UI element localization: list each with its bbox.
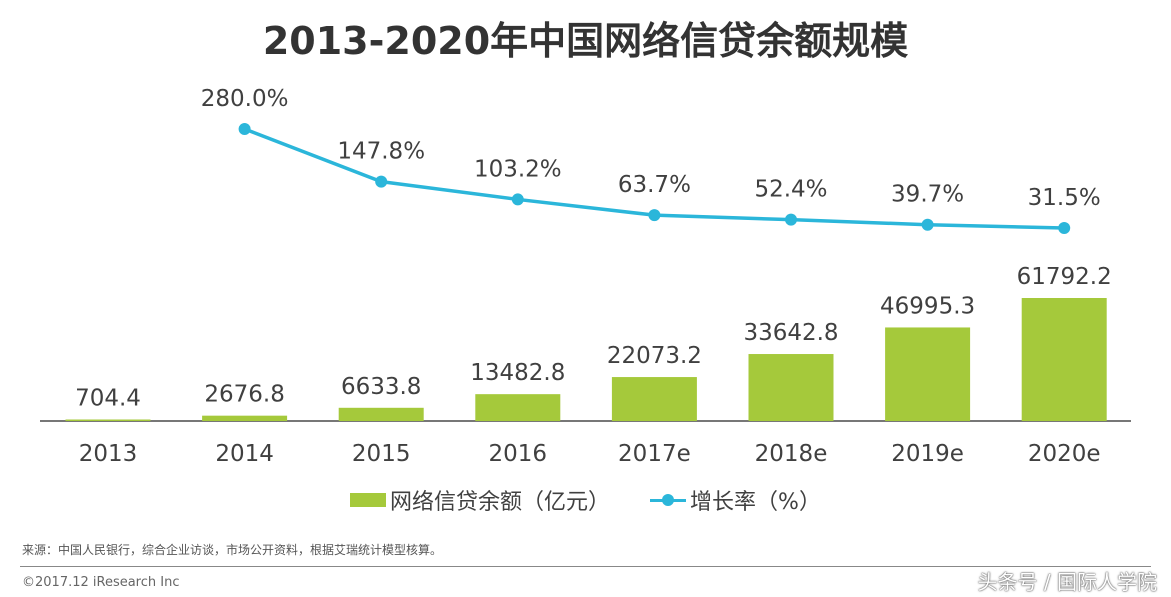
- bar: [338, 407, 424, 421]
- legend-swatch-bar: [350, 493, 387, 507]
- legend: 网络信贷余额（亿元） 增长率（%）: [0, 484, 1171, 516]
- bar: [611, 377, 697, 421]
- x-tick-label: 2017e: [618, 441, 691, 467]
- line-data-label: 39.7%: [891, 182, 964, 208]
- x-tick-label: 2014: [215, 441, 274, 467]
- x-tick-label: 2013: [79, 441, 138, 467]
- legend-label-line: 增长率（%）: [690, 490, 821, 515]
- bar: [475, 394, 561, 421]
- source-note: 来源：中国人民银行，综合企业访谈，市场公开资料，根据艾瑞统计模型核算。: [22, 543, 443, 557]
- legend-label-bar: 网络信贷余额（亿元）: [390, 490, 611, 515]
- line-point: [1058, 222, 1071, 234]
- line-data-label: 103.2%: [474, 156, 562, 182]
- line-data-label: 52.4%: [754, 177, 827, 203]
- line-point: [785, 213, 797, 226]
- line-point: [238, 122, 251, 135]
- bar: [748, 354, 834, 421]
- x-tick-label: 2018e: [755, 441, 828, 467]
- bar-data-label: 704.4: [75, 386, 141, 412]
- bar: [202, 415, 288, 421]
- line-data-label: 147.8%: [337, 139, 425, 165]
- x-tick-label: 2019e: [891, 441, 964, 467]
- bar-data-label: 6633.8: [341, 374, 421, 400]
- bar-data-label: 13482.8: [470, 360, 565, 386]
- x-tick-label: 2020e: [1028, 441, 1101, 467]
- bar: [885, 327, 971, 421]
- copyright: ©2017.12 iResearch Inc: [22, 575, 180, 590]
- bar: [65, 419, 151, 421]
- x-tick-label: 2016: [489, 441, 548, 467]
- line-point: [921, 218, 934, 231]
- line-data-label: 63.7%: [618, 172, 691, 198]
- line-data-label: 31.5%: [1028, 185, 1101, 211]
- x-tick-label: 2015: [352, 441, 411, 467]
- line-point: [648, 209, 661, 222]
- line-point: [375, 175, 388, 188]
- chart-title: 2013-2020年中国网络信贷余额规模: [262, 19, 909, 63]
- bar: [1021, 298, 1107, 421]
- bar-data-label: 22073.2: [607, 343, 702, 369]
- watermark: 头条号 / 国际人学院: [977, 570, 1157, 594]
- legend-swatch-line: [650, 493, 687, 507]
- divider: [20, 566, 1151, 567]
- bar-data-label: 46995.3: [880, 293, 975, 319]
- bar-data-label: 33642.8: [743, 320, 838, 346]
- bar-data-label: 61792.2: [1017, 264, 1112, 290]
- chart: 704.4 2013 2676.8 2014 6633.8 2015 13482.8 2016…: [40, 86, 1131, 467]
- line-point: [511, 193, 524, 206]
- bar-data-label: 2676.8: [204, 382, 284, 408]
- line-data-label: 280.0%: [201, 86, 289, 112]
- legend-item-line: 增长率（%）: [650, 484, 821, 516]
- legend-item-bar: 网络信贷余额（亿元）: [350, 484, 610, 516]
